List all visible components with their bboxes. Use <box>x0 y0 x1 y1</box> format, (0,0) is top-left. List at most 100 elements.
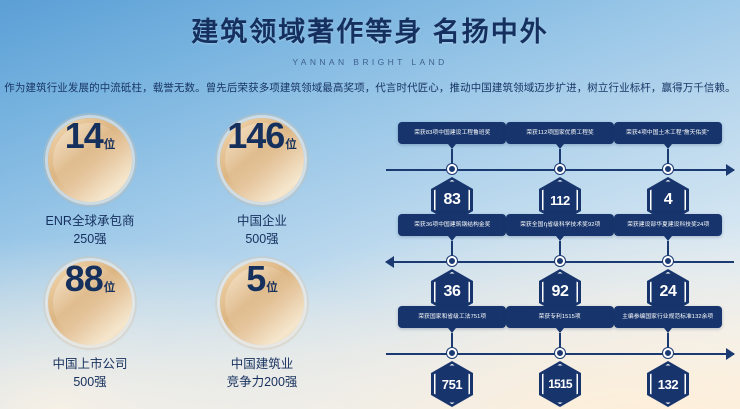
stat-label: 中国建筑业 竞争力200强 <box>227 355 298 391</box>
hex-badge-value: 24 <box>659 283 677 300</box>
brand-subtitle: YANNAN BRIGHT LAND <box>292 57 448 68</box>
node-stem <box>451 241 453 259</box>
hex-badge-value: 4 <box>663 191 673 208</box>
stat-label-line1: ENR全球承包商 <box>45 214 135 228</box>
page-title: 建筑领域著作等身 名扬中外 <box>191 17 549 47</box>
node-dot-icon <box>663 348 673 358</box>
stat-label-line1: 中国企业 <box>236 214 287 228</box>
timeline-node[interactable]: 荣获83项中国建设工程鲁班奖 83 <box>398 122 506 223</box>
description-text: 作为建筑行业发展的中流砥柱，载誉无数。曾先后荣获多项建筑领域最高奖项，代言时代匠… <box>4 82 736 95</box>
timeline-node[interactable]: 荣获全国դ省级科学技术奖92项 92 <box>506 214 614 315</box>
node-dot-icon <box>447 348 457 358</box>
achievement-label: 荣获专利1515项 <box>538 313 582 320</box>
achievement-chip: 荣获4项中国土木工程"詹天佑奖" <box>614 122 722 144</box>
stats-grid: 14 位 ENR全球承包商 250强 146 位 中国企业 500强 88 位 <box>4 118 348 403</box>
node-stem <box>559 241 561 259</box>
timeline-node[interactable]: 荣获36项中国建筑钢结构金奖 36 <box>398 214 506 315</box>
achievement-chip: 主编参编国家行业规范标准132余项 <box>614 306 722 328</box>
stat-card-1: 14 位 ENR全球承包商 250强 <box>4 118 176 261</box>
node-dot-icon <box>663 164 673 174</box>
hex-badge-value: 1515 <box>548 377 572 391</box>
stat-label-line2: 500强 <box>73 374 107 389</box>
coin-badge: 88 位 <box>48 257 132 345</box>
node-stem <box>667 333 669 351</box>
chip-tail-icon <box>448 144 456 149</box>
timeline-node[interactable]: 主编参编国家行业规范标准132余项 132 <box>614 306 722 407</box>
stat-value: 88 <box>64 257 104 299</box>
chip-tail-icon <box>664 328 672 333</box>
achievements-timelines: 荣获83项中国建设工程鲁班奖 83 荣获112项国家优质工程奖 <box>385 122 735 407</box>
stat-value: 14 <box>64 115 104 156</box>
timeline-node[interactable]: 荣获专利1515项 1515 <box>506 306 614 407</box>
achievement-label: 荣获83项中国建设工程鲁班奖 <box>413 129 491 136</box>
node-dot-icon <box>663 256 673 266</box>
hex-badge: 751 <box>431 361 473 407</box>
stat-label: 中国企业 500强 <box>237 212 287 248</box>
timeline-row-3: 荣获国家和省级工法751项 751 荣获专利1515项 <box>386 306 735 407</box>
hex-badge: 132 <box>647 361 689 407</box>
timeline-row-1: 荣获83项中国建设工程鲁班奖 83 荣获112项国家优质工程奖 <box>386 122 735 223</box>
node-dot-icon <box>555 348 565 358</box>
node-stem <box>559 333 561 351</box>
chip-tail-icon <box>664 144 672 149</box>
hex-badge-value: 36 <box>443 283 461 300</box>
hex-shape-icon: 751 <box>431 361 473 407</box>
arrow-right-icon <box>726 164 735 176</box>
chip-tail-icon <box>448 328 456 333</box>
achievement-label: 荣获112项国家优质工程奖 <box>526 129 594 136</box>
achievement-chip: 荣获83项中国建设工程鲁班奖 <box>398 122 506 144</box>
coin-badge: 14 位 <box>48 118 132 202</box>
hex-badge: 1515 <box>539 361 581 407</box>
stat-label-line1: 中国上市公司 <box>52 356 128 371</box>
coin-badge: 5 位 <box>220 260 304 345</box>
stat-unit: 位 <box>285 139 297 151</box>
achievement-label: 荣获4项中国土木工程"詹天佑奖" <box>626 129 710 136</box>
hex-shape-icon: 1515 <box>539 361 581 407</box>
achievement-chip: 荣获112项国家优质工程奖 <box>506 122 614 144</box>
timeline-node[interactable]: 荣获国家和省级工法751项 751 <box>398 306 506 407</box>
node-dot-icon <box>447 164 457 174</box>
chip-tail-icon <box>556 144 564 149</box>
achievement-label: 主编参编国家行业规范标准132余项 <box>622 313 714 320</box>
achievement-label: 荣获建设部华夏建设科技奖24项 <box>626 221 710 228</box>
chip-tail-icon <box>556 328 564 333</box>
stat-label: ENR全球承包商 250强 <box>46 212 135 248</box>
chip-tail-icon <box>664 236 672 241</box>
stat-label-line2: 250强 <box>73 232 107 247</box>
node-dot-icon <box>447 256 457 266</box>
stat-card-2: 146 位 中国企业 500强 <box>176 118 348 261</box>
timeline-node[interactable]: 荣获建设部华夏建设科技奖24项 24 <box>614 214 722 315</box>
hex-badge-value: 112 <box>550 192 570 208</box>
achievement-label: 荣获国家和省级工法751项 <box>418 313 486 320</box>
stat-label-line2: 竞争力200强 <box>226 374 298 389</box>
achievement-chip: 荣获专利1515项 <box>506 306 614 328</box>
achievement-chip: 荣获全国դ省级科学技术奖92项 <box>506 214 614 236</box>
chip-tail-icon <box>556 236 564 241</box>
node-dot-icon <box>555 256 565 266</box>
node-stem <box>559 149 561 167</box>
node-dot-icon <box>555 164 565 174</box>
timeline-node[interactable]: 荣获4项中国土木工程"詹天佑奖" 4 <box>614 122 722 223</box>
coin-badge: 146 位 <box>220 118 304 202</box>
stat-card-4: 5 位 中国建筑业 竞争力200强 <box>176 260 348 404</box>
node-stem <box>451 333 453 351</box>
arrow-right-icon <box>726 348 735 360</box>
hex-badge-value: 83 <box>443 191 461 208</box>
achievement-chip: 荣获国家和省级工法751项 <box>398 306 506 328</box>
hex-badge-value: 132 <box>657 376 679 392</box>
timeline-node[interactable]: 荣获112项国家优质工程奖 112 <box>506 122 614 223</box>
achievement-label: 荣获全国դ省级科学技术奖92项 <box>519 221 601 228</box>
stat-unit: 位 <box>103 281 116 294</box>
stat-label: 中国上市公司 500强 <box>52 355 127 391</box>
stat-card-3: 88 位 中国上市公司 500强 <box>4 257 176 404</box>
stat-value: 146 <box>227 115 285 156</box>
stat-label-line1: 中国建筑业 <box>230 356 294 371</box>
header: 建筑领域著作等身 名扬中外 YANNAN BRIGHT LAND 作为建筑行业发… <box>0 0 740 95</box>
hex-shape-icon: 132 <box>647 361 689 407</box>
achievement-chip: 荣获建设部华夏建设科技奖24项 <box>614 214 722 236</box>
achievement-chip: 荣获36项中国建筑钢结构金奖 <box>398 214 506 236</box>
node-stem <box>667 241 669 259</box>
arrow-left-icon <box>385 256 394 268</box>
hex-badge-value: 92 <box>551 283 569 300</box>
